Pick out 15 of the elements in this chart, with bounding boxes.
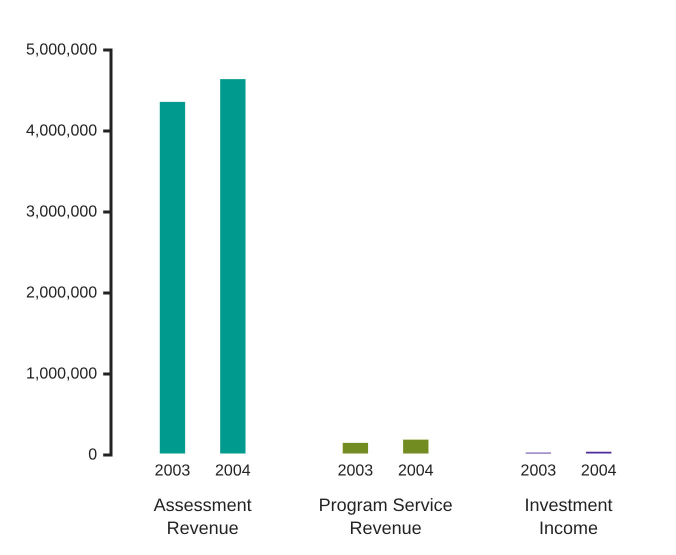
- y-tick-label: 0: [88, 446, 98, 464]
- x-tick-label: Program Service Revenue: [318, 494, 453, 538]
- x-tick-label: Assessment Revenue: [154, 494, 252, 538]
- series-label: 2003: [154, 462, 190, 480]
- series-label: 2004: [215, 462, 251, 480]
- text: 2004: [398, 462, 434, 480]
- text: 2004: [580, 462, 617, 480]
- y-tick-label: 2,000,000: [26, 284, 98, 302]
- text: 2003: [338, 462, 374, 480]
- y-tick-label: 3,000,000: [26, 203, 98, 220]
- y-tick-label: 1,000,000: [26, 365, 98, 382]
- x-tick-label: Investment Income: [524, 494, 613, 538]
- y-tick-label: 5,000,000: [26, 41, 98, 58]
- y-tick-label: 4,000,000: [26, 122, 98, 140]
- text: 2003: [520, 462, 556, 480]
